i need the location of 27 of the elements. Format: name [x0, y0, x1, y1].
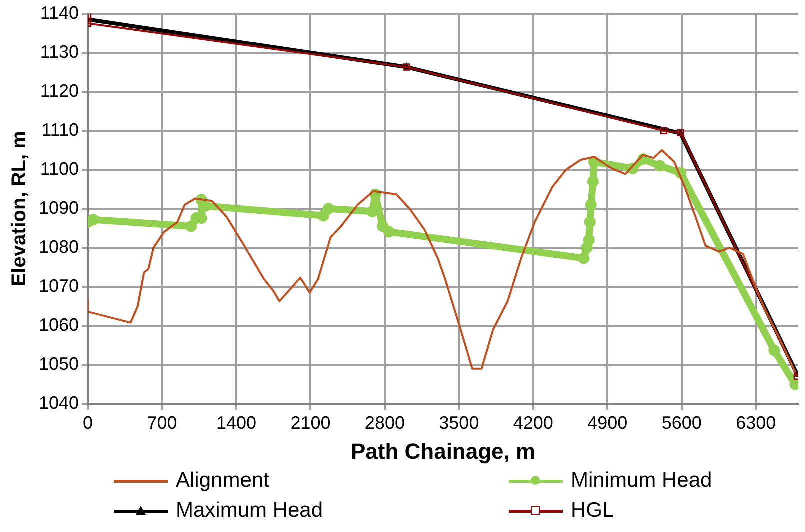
y-tick-label: 1110	[42, 120, 80, 140]
x-tick-label: 700	[147, 412, 178, 433]
x-tick-label: 5600	[662, 412, 702, 433]
y-tick-label: 1130	[40, 42, 80, 62]
x-tick-label: 2100	[290, 412, 331, 433]
x-tick-label: 2800	[364, 412, 405, 433]
legend-label: HGL	[571, 498, 614, 524]
x-axis-title: Path Chainage, m	[350, 438, 536, 464]
x-tick-label: 1400	[216, 412, 257, 433]
y-axis-title: Elevation, RL, m	[8, 131, 31, 287]
y-tick-label: 1120	[40, 80, 80, 101]
y-tick-label: 1040	[38, 392, 80, 413]
y-tick-label: 1050	[38, 354, 80, 374]
y-tick-label: 1060	[38, 314, 80, 335]
x-tick-label: 4200	[513, 412, 554, 433]
legend-label: Minimum Head	[571, 468, 712, 494]
y-tick-label: 1070	[38, 276, 80, 296]
legend-label: Maximum Head	[176, 498, 324, 524]
x-tick-label: 4900	[588, 412, 628, 433]
y-tick-label: 1100	[40, 158, 80, 179]
y-tick-label: 1140	[40, 2, 80, 23]
y-tick-label: 1090	[38, 198, 80, 218]
legend-label: Alignment	[176, 468, 270, 494]
y-tick-label: 1080	[38, 236, 80, 257]
x-tick-label: 6300	[736, 412, 776, 433]
x-tick-label: 0	[83, 412, 94, 433]
x-tick-label: 3500	[439, 412, 480, 433]
